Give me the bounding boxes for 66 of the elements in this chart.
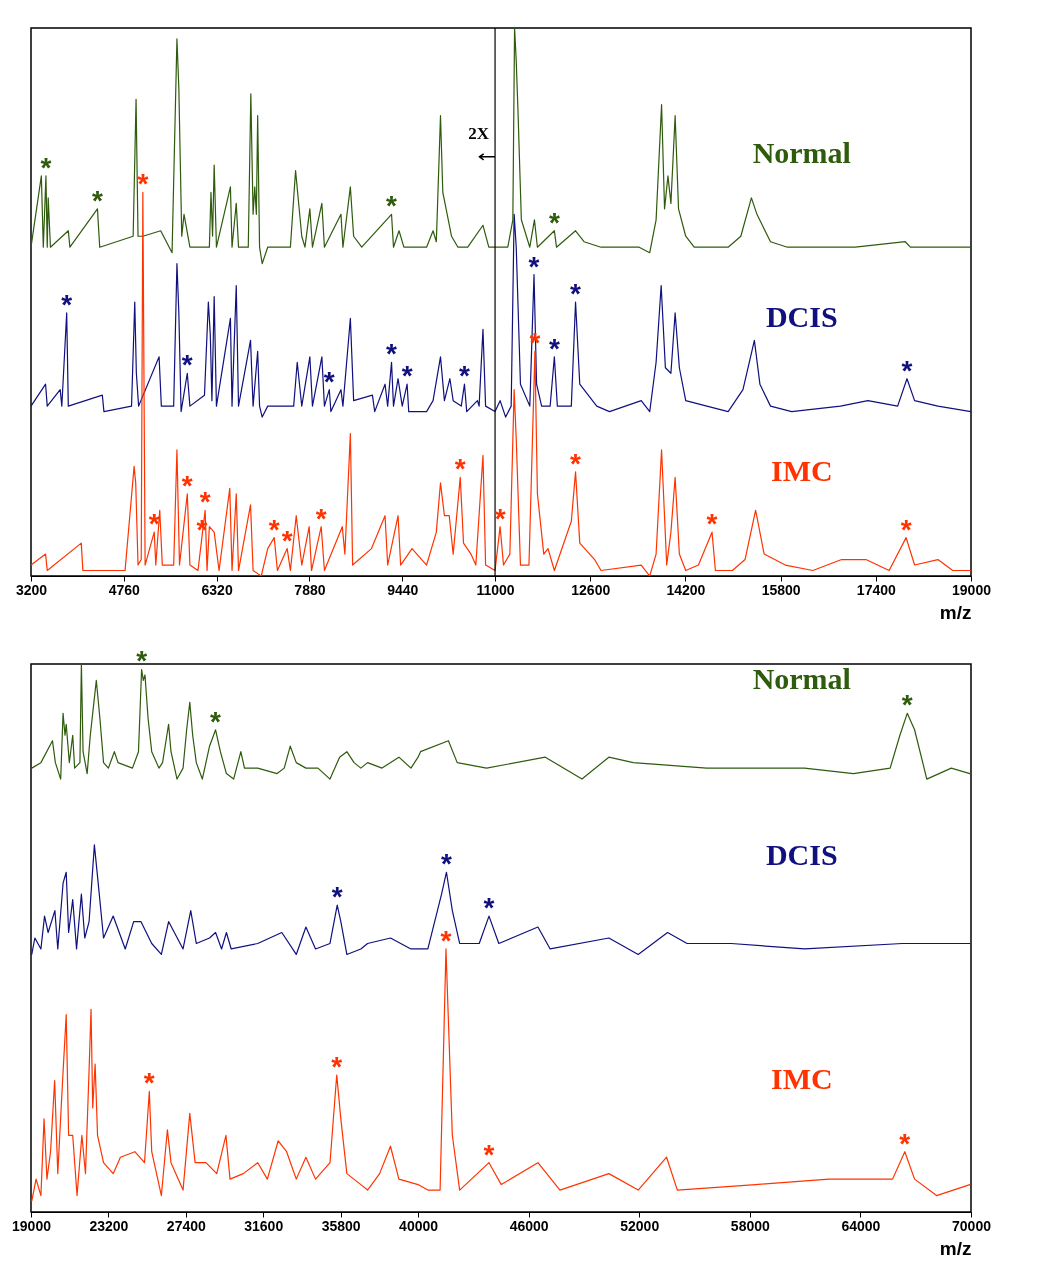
- annotation: *: [61, 288, 73, 320]
- x-tick-label: 9440: [387, 581, 419, 598]
- ref-line-label: 2X: [468, 124, 490, 144]
- annotation: *: [143, 1067, 155, 1099]
- annotation: *: [528, 250, 540, 282]
- annotation: *: [900, 513, 912, 545]
- annotation: *: [483, 892, 495, 924]
- text: DCIS: [765, 837, 838, 871]
- x-tick-label: 19000: [952, 581, 992, 598]
- annotation: *: [441, 848, 453, 880]
- x-axis-title: m/z: [939, 1237, 972, 1259]
- x-tick-label: 40000: [399, 1217, 439, 1234]
- x-tick-label: 27400: [166, 1217, 206, 1234]
- annotation: *: [281, 524, 293, 556]
- x-tick-label: 31600: [244, 1217, 284, 1234]
- x-tick-label: 11000: [476, 581, 515, 598]
- annotation: *: [199, 486, 211, 518]
- annotation: *: [181, 469, 193, 501]
- x-tick-label: 46000: [509, 1217, 549, 1234]
- annotation: *: [548, 332, 560, 364]
- annotation: *: [315, 502, 327, 534]
- annotation: *: [92, 184, 103, 216]
- annotation: *: [548, 206, 560, 238]
- annotation: *: [40, 151, 52, 183]
- x-tick-label: 58000: [730, 1217, 770, 1234]
- x-tick-label: 52000: [620, 1217, 660, 1234]
- x-tick-label: 14200: [666, 581, 706, 598]
- x-tick-label: 3200: [15, 581, 48, 598]
- annotation: *: [386, 190, 398, 222]
- annotation: *: [459, 360, 471, 392]
- annotation: *: [136, 645, 148, 677]
- annotation: *: [901, 689, 913, 721]
- annotation: *: [706, 508, 718, 540]
- x-tick-label: 12600: [571, 581, 611, 598]
- annotation: *: [181, 349, 193, 381]
- series-label: IMC: [770, 453, 833, 487]
- annotation: *: [401, 360, 413, 392]
- x-tick-label: 17400: [856, 581, 896, 598]
- series-label: Normal: [752, 662, 851, 696]
- annotation: *: [268, 513, 280, 545]
- annotation: *: [331, 1051, 343, 1082]
- annotation: *: [386, 338, 398, 370]
- annotation: *: [570, 447, 582, 479]
- x-tick-label: 19000: [12, 1217, 52, 1234]
- x-axis-title: m/z: [939, 601, 972, 623]
- x-tick-label: 64000: [841, 1217, 881, 1234]
- x-tick-label: 6320: [201, 581, 233, 598]
- annotation: *: [570, 278, 582, 309]
- annotation: *: [323, 365, 335, 397]
- x-tick-label: 23200: [89, 1217, 129, 1234]
- text: IMC: [770, 1062, 833, 1096]
- annotation: *: [331, 881, 343, 913]
- x-tick-label: 70000: [952, 1217, 992, 1234]
- annotation: *: [210, 705, 222, 737]
- series-label: DCIS: [765, 300, 838, 334]
- annotation: *: [899, 1127, 911, 1159]
- annotation: *: [483, 1138, 495, 1170]
- annotation: *: [454, 453, 466, 485]
- annotation: *: [440, 924, 452, 956]
- x-tick-label: 35800: [321, 1217, 361, 1234]
- annotation: *: [901, 354, 913, 386]
- x-tick-label: 15800: [761, 581, 801, 598]
- series-label: Normal: [752, 136, 851, 170]
- annotation: *: [148, 508, 160, 540]
- x-tick-label: 4760: [108, 581, 141, 598]
- x-tick-label: 7880: [294, 581, 326, 598]
